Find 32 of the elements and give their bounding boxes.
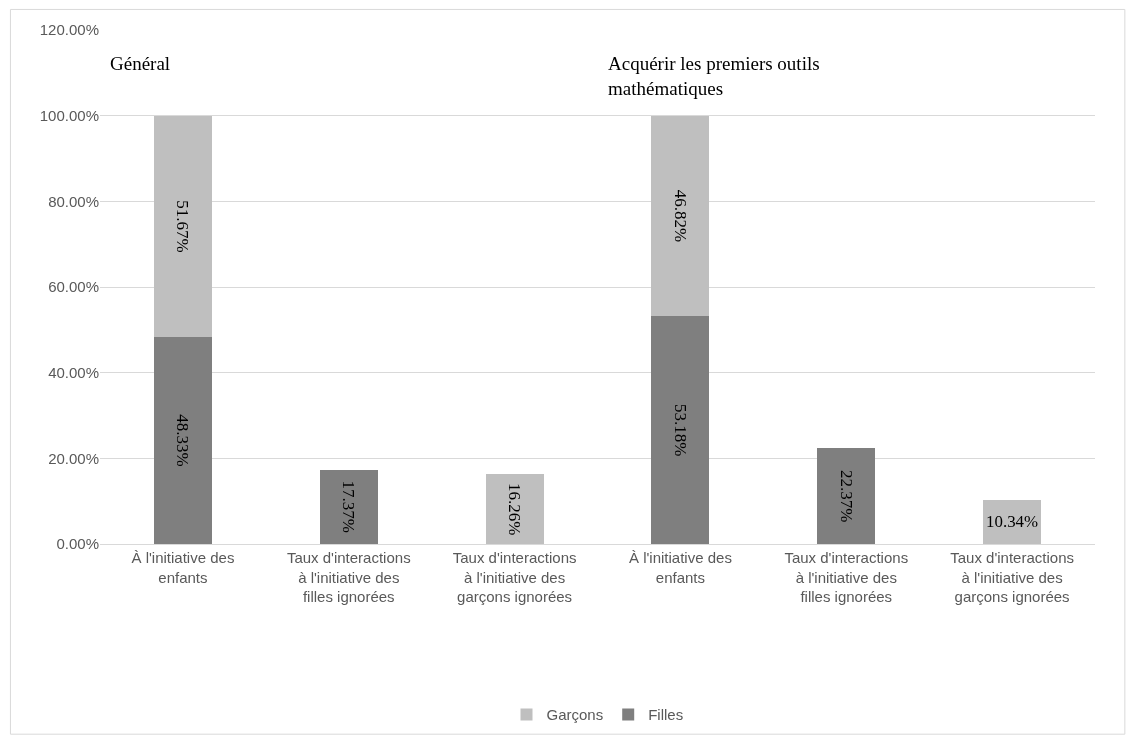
bar — [153, 336, 212, 544]
data-label: 16.26% — [505, 482, 525, 536]
y-tick-label: 40.00% — [48, 363, 99, 381]
x-tick-label: À l'initiative des enfants — [628, 549, 732, 586]
bar — [485, 474, 544, 544]
legend-label: Garçons — [546, 706, 604, 724]
x-tick-label: Taux d'interactions à l'initiative des filles ignorées — [784, 549, 909, 605]
y-tick-label: 0.00% — [56, 535, 99, 553]
x-tick-label: Taux d'interactions à l'initiative des garçons ignorées — [950, 549, 1074, 605]
data-label: 46.82% — [670, 189, 690, 243]
annotation: Acquérir les premiers outils mathématiques — [608, 53, 820, 99]
data-label: 48.33% — [173, 414, 193, 467]
x-tick-label: Taux d'interactions à l'initiative des garçons ignorées — [452, 549, 577, 605]
bar — [817, 448, 876, 544]
x-tick-label: À l'initiative des enfants — [131, 549, 235, 586]
y-tick-label: 100.00% — [39, 106, 99, 124]
data-label: 17.37% — [339, 480, 359, 534]
data-label: 10.34% — [986, 512, 1039, 532]
x-tick-label: Taux d'interactions à l'initiative des filles ignorées — [286, 549, 411, 605]
annotation: Général — [110, 53, 171, 74]
y-tick-label: 60.00% — [48, 278, 99, 296]
data-label: 22.37% — [836, 469, 856, 523]
y-tick-label: 120.00% — [39, 21, 99, 39]
legend-label: Filles — [648, 706, 684, 724]
bar — [651, 115, 710, 317]
bar — [651, 316, 710, 544]
data-label: 51.67% — [173, 200, 193, 253]
bar — [319, 469, 378, 544]
bar — [153, 115, 212, 337]
data-label: 53.18% — [670, 403, 690, 457]
y-tick-label: 80.00% — [48, 192, 99, 210]
y-tick-label: 20.00% — [48, 449, 99, 467]
